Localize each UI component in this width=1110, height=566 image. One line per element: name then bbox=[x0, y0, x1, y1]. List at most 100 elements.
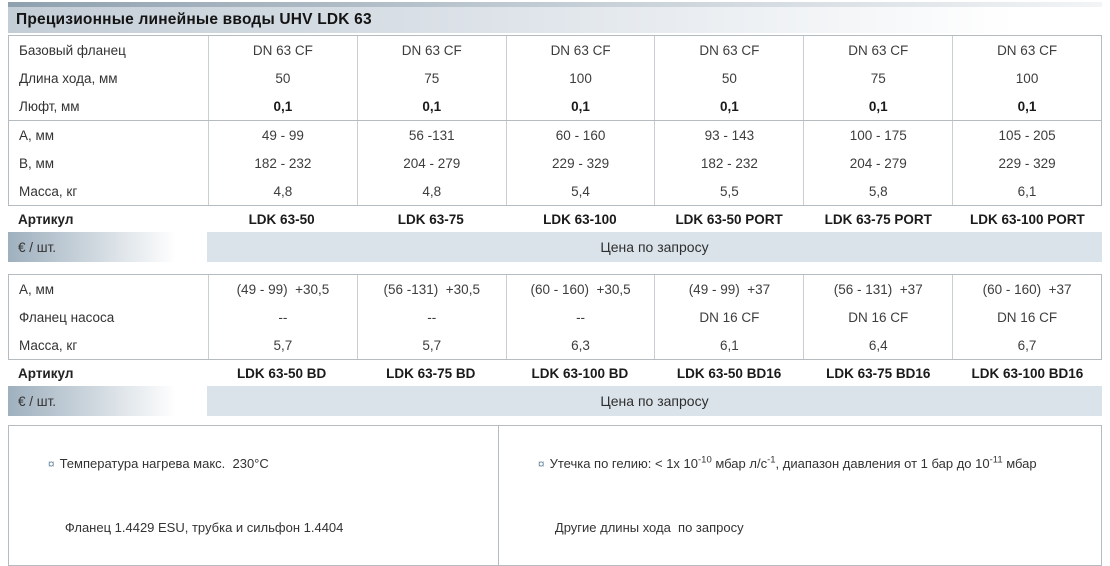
footnote-left: ¤ Температура нагрева макс. 230°C Фланец … bbox=[9, 426, 498, 565]
table-cell: 60 - 160 bbox=[505, 121, 655, 149]
spacer bbox=[8, 262, 1102, 272]
table-cell: DN 63 CF bbox=[505, 36, 655, 64]
footnote-line: Другие длины хода по запросу bbox=[509, 496, 1093, 559]
price-on-request-band: Цена по запросу bbox=[207, 232, 1102, 262]
table-cell: DN 63 CF bbox=[654, 36, 803, 64]
bullet-icon: ¤ bbox=[47, 457, 55, 471]
article-number: LDK 63-75 bbox=[397, 211, 464, 227]
row-label-b-mm: В, мм bbox=[19, 155, 55, 171]
superscript: -1 bbox=[767, 454, 776, 466]
footnote-text: Фланец 1.4429 ESU, трубка и сильфон 1.44… bbox=[64, 520, 344, 535]
table-cell: 50 bbox=[208, 64, 357, 92]
table-cell: 5,7 bbox=[208, 331, 357, 359]
spacer bbox=[199, 386, 207, 416]
row-label-mass: Масса, кг bbox=[19, 183, 78, 199]
table-cell: DN 63 CF bbox=[952, 36, 1101, 64]
table-cell: 75 bbox=[803, 64, 952, 92]
table-cell: 100 - 175 bbox=[803, 121, 952, 149]
page-title: Прецизионные линейные вводы UHV LDK 63 bbox=[16, 11, 372, 28]
table-cell: 0,1 bbox=[208, 92, 357, 120]
footnote-right: ¤ Утечка по гелию: < 1x 10-10 мбар л/с-1,… bbox=[498, 426, 1101, 565]
table-cell: 56 -131 bbox=[356, 121, 506, 149]
row-label-base-flange: Базовый фланец bbox=[19, 42, 126, 58]
table-cell: 4,8 bbox=[208, 177, 357, 205]
spec-group-base: Базовый фланец DN 63 CF DN 63 CF DN 63 C… bbox=[8, 35, 1102, 121]
footnote-line: ¤ Температура нагрева макс. 230°C bbox=[19, 432, 490, 496]
table-cell: (49 - 99) +37 bbox=[654, 275, 803, 303]
table-cell: 204 - 279 bbox=[803, 149, 952, 177]
table-cell: 182 - 232 bbox=[654, 149, 803, 177]
title-accent-strip bbox=[8, 2, 1102, 7]
table-cell: 6,1 bbox=[654, 331, 803, 359]
table-cell: 105 - 205 bbox=[952, 121, 1101, 149]
table-cell: 5,8 bbox=[803, 177, 952, 205]
table-cell: 93 - 143 bbox=[654, 121, 803, 149]
row-label-mass-bd: Масса, кг bbox=[19, 337, 78, 353]
superscript: -11 bbox=[989, 454, 1003, 466]
article-label: Артикул bbox=[18, 365, 74, 381]
table-cell: 6,1 bbox=[952, 177, 1101, 205]
price-row-block2: € / шт. Цена по запросу bbox=[8, 386, 1102, 416]
table-cell: 5,7 bbox=[356, 331, 506, 359]
table-cell: 0,1 bbox=[356, 92, 506, 120]
price-on-request-band: Цена по запросу bbox=[207, 386, 1102, 416]
table-cell: -- bbox=[208, 303, 357, 331]
table-cell: 0,1 bbox=[654, 92, 803, 120]
table-cell: 0,1 bbox=[505, 92, 655, 120]
table-cell: DN 63 CF bbox=[208, 36, 357, 64]
footnote-text: Температура нагрева макс. 230°C bbox=[59, 456, 269, 471]
article-number: LDK 63-50 bbox=[248, 211, 315, 227]
table-cell: (60 - 160) +30,5 bbox=[505, 275, 655, 303]
table-cell: (56 -131) +30,5 bbox=[356, 275, 506, 303]
article-number: LDK 63-75 BD bbox=[386, 365, 476, 381]
row-label-stroke-length: Длина хода, мм bbox=[19, 70, 118, 86]
row-label-a-mm: А, мм bbox=[19, 127, 55, 143]
spec-group-dimensions: А, мм 49 - 99 56 -131 60 - 160 93 - 143 … bbox=[8, 121, 1102, 206]
table-cell: 229 - 329 bbox=[505, 149, 655, 177]
table-cell: 49 - 99 bbox=[208, 121, 357, 149]
article-number: LDK 63-50 PORT bbox=[675, 211, 783, 227]
table-cell: 204 - 279 bbox=[356, 149, 506, 177]
table-cell: 100 bbox=[505, 64, 655, 92]
table-cell: 75 bbox=[356, 64, 506, 92]
bullet-icon: ¤ bbox=[537, 457, 545, 471]
footnotes: ¤ Температура нагрева макс. 230°C Фланец … bbox=[8, 425, 1102, 566]
footnote-text: Утечка по гелию: < 1x 10 bbox=[549, 456, 699, 471]
row-label-pump-flange: Фланец насоса bbox=[19, 309, 115, 325]
spacer bbox=[199, 232, 207, 262]
table-cell: 182 - 232 bbox=[208, 149, 357, 177]
article-number: LDK 63-100 PORT bbox=[970, 211, 1085, 227]
table-cell: (49 - 99) +30,5 bbox=[208, 275, 357, 303]
table-cell: -- bbox=[505, 303, 655, 331]
table-cell: DN 63 CF bbox=[356, 36, 506, 64]
price-unit-label: € / шт. bbox=[8, 232, 199, 262]
table-cell: DN 16 CF bbox=[654, 303, 803, 331]
footnote-text: Другие длины хода по запросу bbox=[554, 520, 744, 535]
row-label-a-mm-bd: А, мм bbox=[19, 281, 55, 297]
article-number: LDK 63-100 BD bbox=[531, 365, 629, 381]
table-cell: 6,7 bbox=[952, 331, 1101, 359]
table-cell: 229 - 329 bbox=[952, 149, 1101, 177]
table-cell: 0,1 bbox=[803, 92, 952, 120]
footnote-text: мбар л/с bbox=[711, 456, 768, 471]
table-cell: DN 63 CF bbox=[803, 36, 952, 64]
table-cell: 6,3 bbox=[505, 331, 655, 359]
footnote-text: мбар bbox=[1002, 456, 1037, 471]
table-cell: (56 - 131) +37 bbox=[803, 275, 952, 303]
price-unit-label: € / шт. bbox=[8, 386, 199, 416]
table-cell: 50 bbox=[654, 64, 803, 92]
article-row-block2: Артикул LDK 63-50 BD LDK 63-75 BD LDK 63… bbox=[8, 360, 1102, 386]
article-number: LDK 63-50 BD bbox=[236, 365, 327, 381]
article-row-block1: Артикул LDK 63-50 LDK 63-75 LDK 63-100 L… bbox=[8, 206, 1102, 232]
article-number: LDK 63-50 BD16 bbox=[676, 365, 782, 381]
table-cell: 6,4 bbox=[803, 331, 952, 359]
title-bar: Прецизионные линейные вводы UHV LDK 63 bbox=[8, 7, 1102, 33]
footnote-line: Фланец 1.4429 ESU, трубка и сильфон 1.44… bbox=[19, 496, 490, 559]
footnote-line: ¤ Утечка по гелию: < 1x 10-10 мбар л/с-1,… bbox=[509, 432, 1093, 496]
superscript: -10 bbox=[698, 454, 712, 466]
footnote-text: , диапазон давления от 1 бар до 10 bbox=[775, 456, 990, 471]
table-cell: DN 16 CF bbox=[803, 303, 952, 331]
article-number: LDK 63-75 BD16 bbox=[826, 365, 931, 381]
table-cell: 4,8 bbox=[356, 177, 506, 205]
